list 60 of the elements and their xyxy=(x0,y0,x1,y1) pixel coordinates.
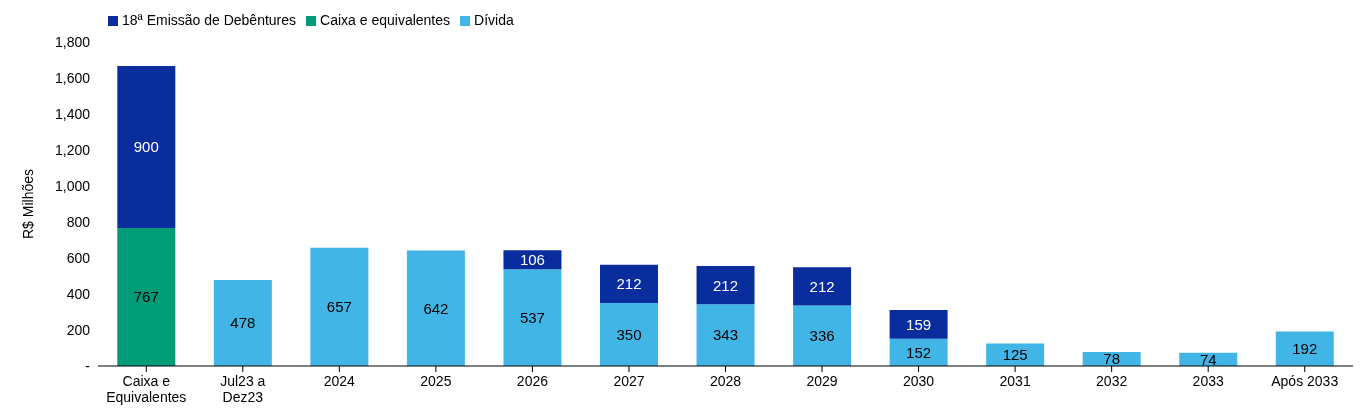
data-label: 657 xyxy=(326,298,352,316)
data-label: 537 xyxy=(519,309,545,326)
x-tick-label: Jul23 a Dez23 xyxy=(220,373,266,405)
data-label: 106 xyxy=(519,251,545,269)
x-tick-label: 2028 xyxy=(709,373,742,389)
bar xyxy=(793,305,852,366)
bar xyxy=(889,310,948,339)
legend-label: Dívida xyxy=(474,12,514,28)
y-tick-label: 200 xyxy=(66,321,91,338)
data-label: 192 xyxy=(1292,340,1318,358)
legend-label: 18ª Emissão de Debêntures xyxy=(122,12,297,28)
bar xyxy=(503,269,562,366)
x-tick-label: Caixa e Equivalentes xyxy=(106,373,187,405)
y-tick-label: 800 xyxy=(66,213,91,230)
bar xyxy=(117,227,176,366)
data-label: 642 xyxy=(423,299,449,317)
data-label: 767 xyxy=(133,288,159,306)
x-tick-label: 2029 xyxy=(806,373,838,389)
x-tick-label: 2033 xyxy=(1192,373,1224,389)
x-tick-label: 2030 xyxy=(903,373,935,389)
data-label: 78 xyxy=(1103,350,1121,368)
y-tick-label: 1,400 xyxy=(54,105,91,122)
data-label: 343 xyxy=(713,326,739,344)
y-tick-label: 1,600 xyxy=(54,69,91,86)
x-tick-label: Após 2033 xyxy=(1271,373,1339,389)
x-tick-label: 2031 xyxy=(999,373,1031,389)
bar xyxy=(696,304,755,366)
y-axis-title: R$ Milhões xyxy=(19,168,36,240)
y-tick-label: 600 xyxy=(66,249,91,266)
x-tick-label: 2027 xyxy=(613,373,645,389)
data-label: 350 xyxy=(616,325,642,343)
bar xyxy=(1275,331,1334,366)
y-tick-label: 1,800 xyxy=(54,33,91,50)
bar xyxy=(117,65,176,228)
data-label: 900 xyxy=(133,138,159,156)
bar xyxy=(310,247,369,366)
data-label: 478 xyxy=(230,314,256,332)
data-label: 212 xyxy=(809,277,835,295)
y-tick-label: 1,200 xyxy=(54,141,91,158)
data-label: 212 xyxy=(616,275,642,293)
y-tick-label: 400 xyxy=(66,285,91,302)
data-label: 125 xyxy=(1002,346,1028,364)
data-label: 336 xyxy=(809,327,835,345)
x-tick-label: 2024 xyxy=(323,373,356,389)
bar xyxy=(696,266,755,305)
data-label: 74 xyxy=(1199,350,1217,368)
legend-label: Caixa e equivalentes xyxy=(320,12,451,28)
x-tick-label: 2025 xyxy=(420,373,452,389)
bar xyxy=(793,267,852,306)
y-tick-label: 1,000 xyxy=(54,177,91,194)
bar xyxy=(213,279,272,366)
data-label: 152 xyxy=(906,343,932,361)
y-tick-label: - xyxy=(85,357,91,374)
bar xyxy=(406,250,465,366)
bar xyxy=(600,264,658,303)
x-tick-label: 2032 xyxy=(1096,373,1128,389)
data-label: 159 xyxy=(906,315,932,333)
x-tick-label: 2026 xyxy=(516,373,549,389)
bar xyxy=(600,303,658,366)
data-label: 212 xyxy=(713,276,739,294)
